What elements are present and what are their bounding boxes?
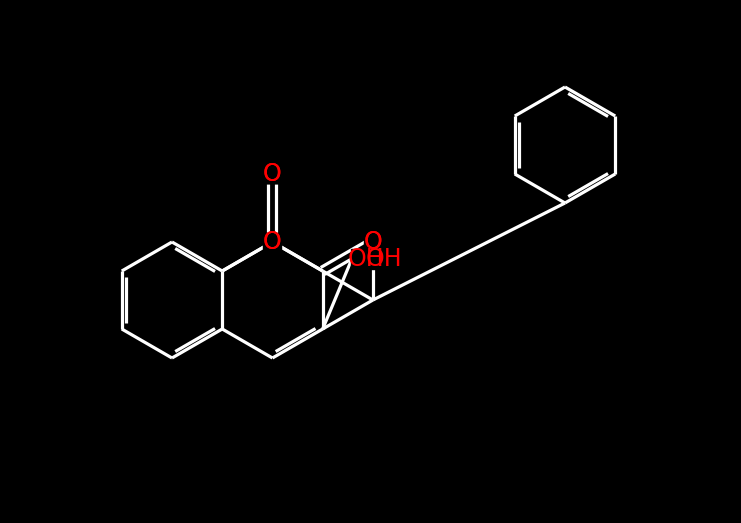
Text: O: O: [364, 230, 382, 254]
Text: O: O: [364, 230, 382, 254]
Bar: [350, 249, 381, 269]
Bar: [264, 165, 282, 183]
Text: OH: OH: [366, 247, 402, 271]
Text: OH: OH: [348, 247, 384, 271]
Text: O: O: [263, 230, 282, 254]
Text: O: O: [263, 162, 282, 186]
Bar: [364, 233, 382, 251]
Text: O: O: [263, 230, 282, 254]
Text: O: O: [263, 162, 282, 186]
Bar: [264, 233, 282, 251]
